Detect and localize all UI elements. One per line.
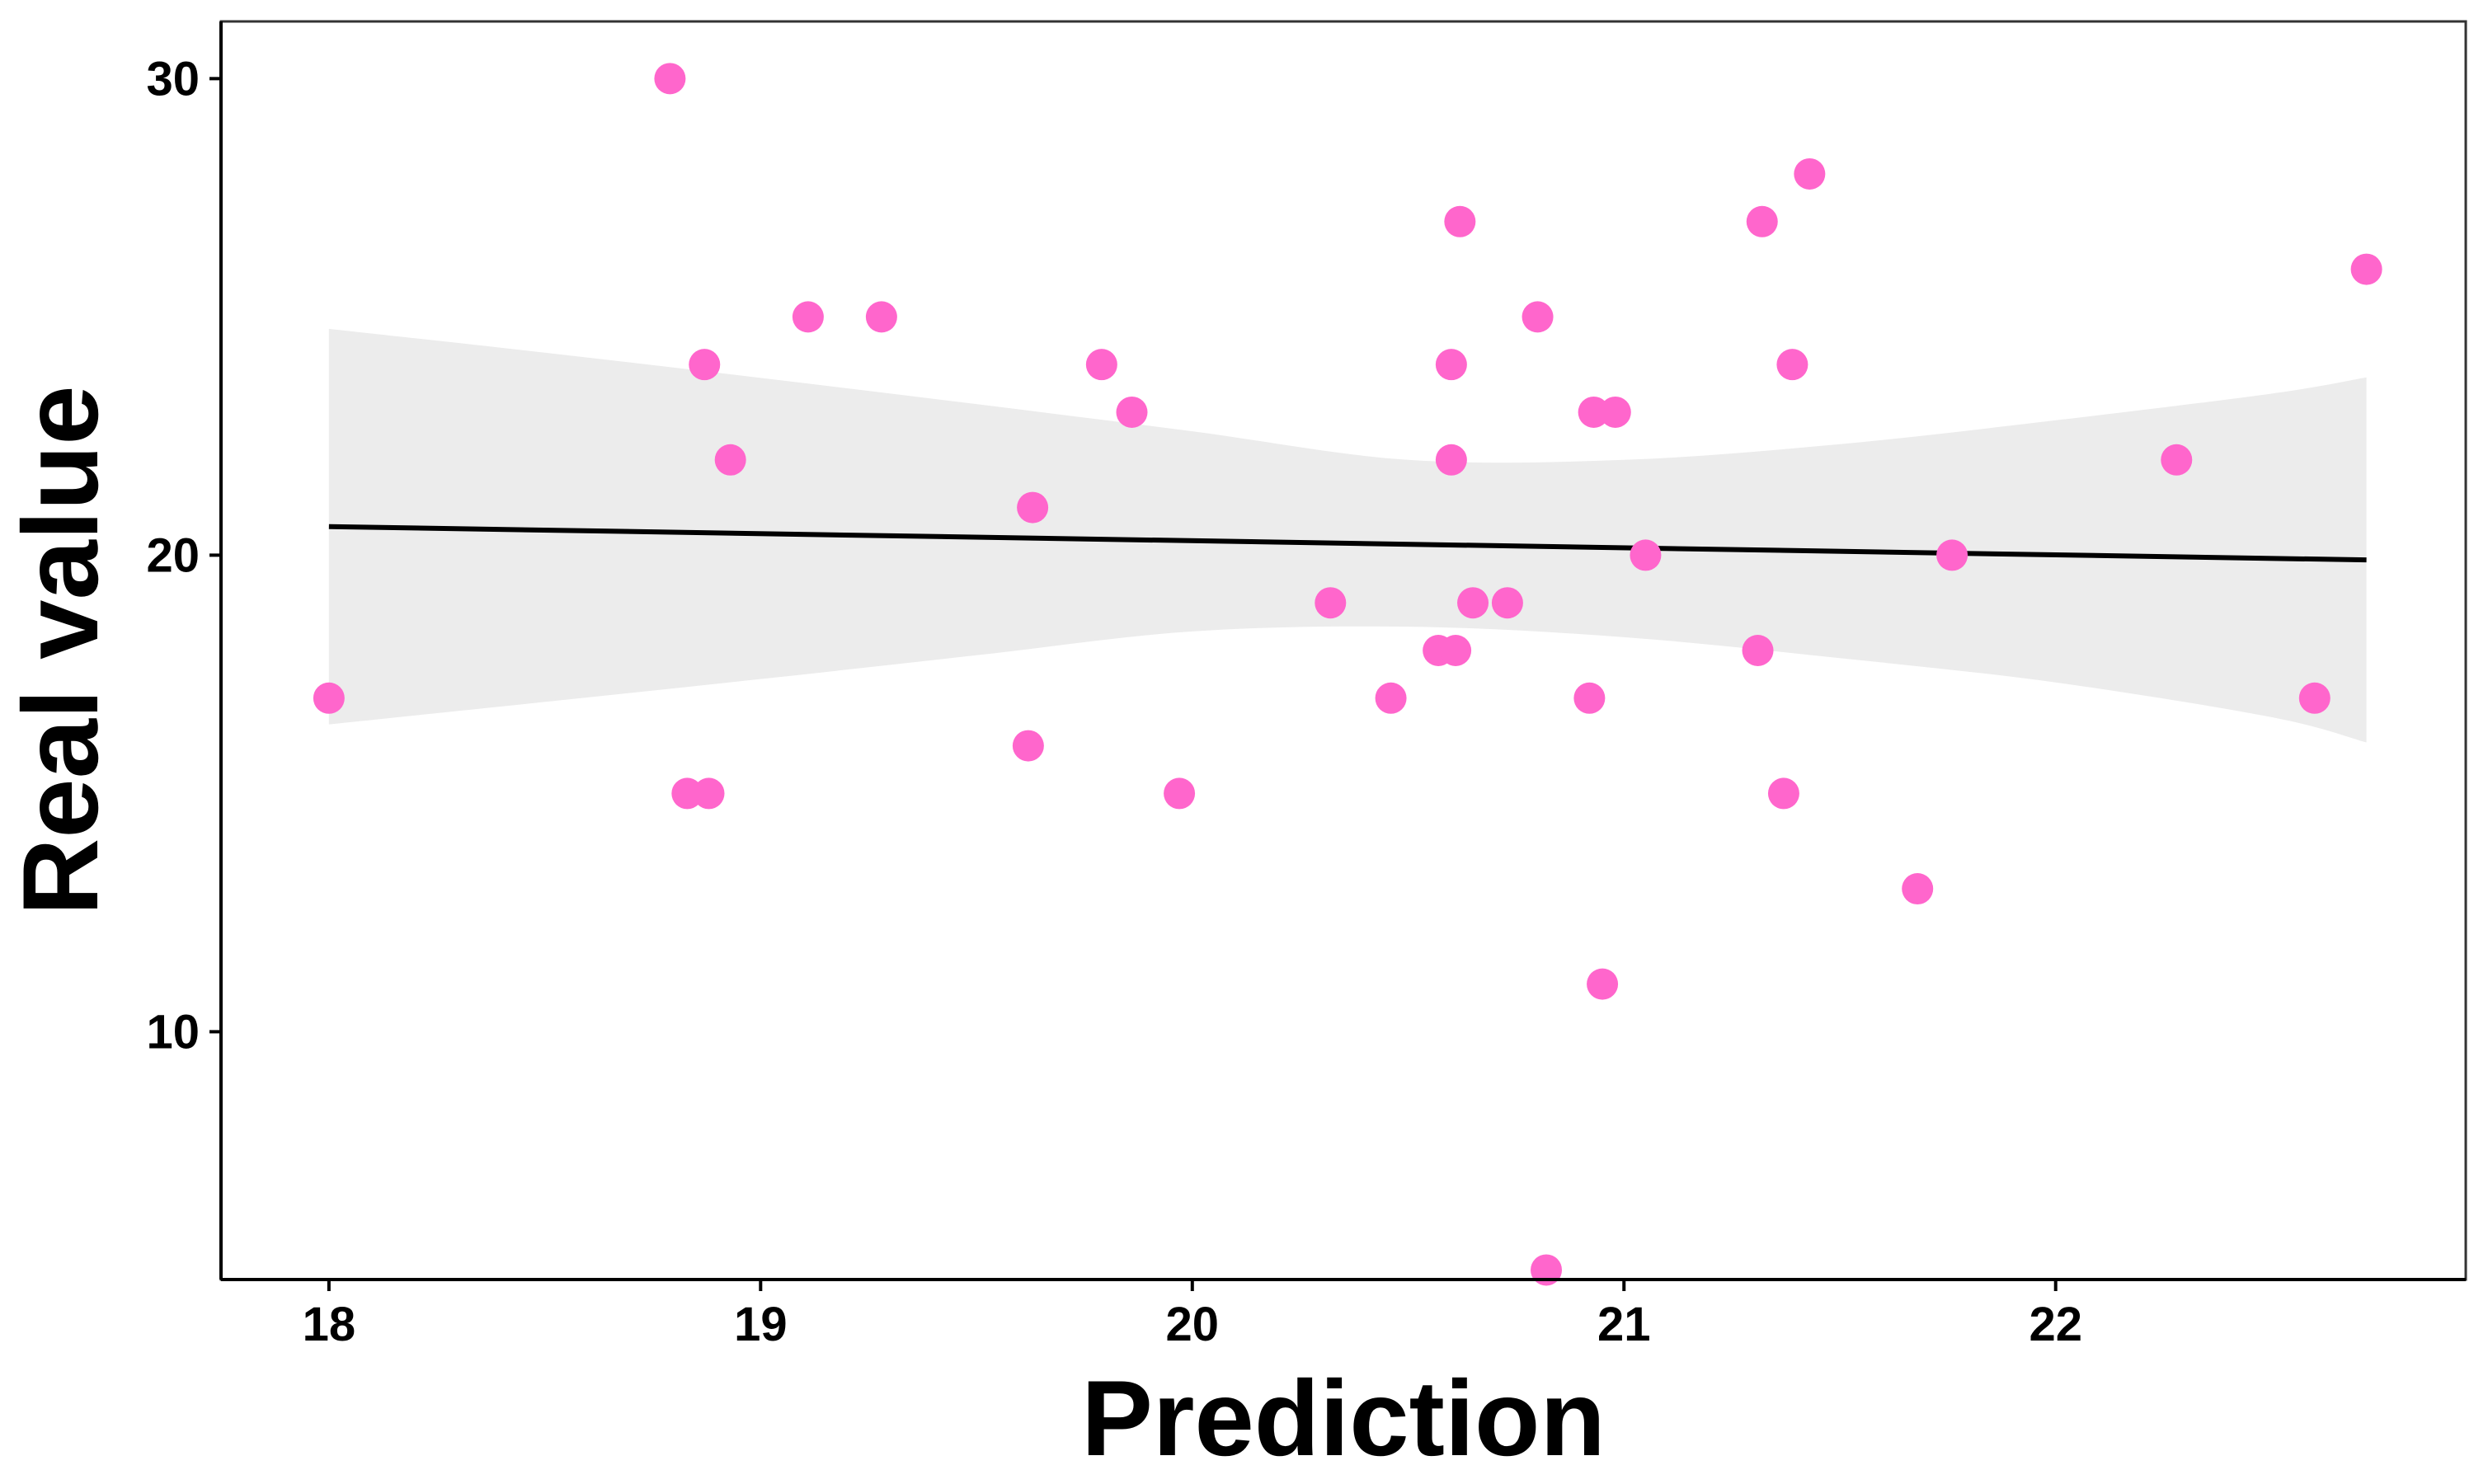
y-tick-label: 10 bbox=[146, 1005, 200, 1059]
regression-line bbox=[328, 524, 2367, 563]
data-point bbox=[865, 301, 897, 333]
x-axis-title: Prediction bbox=[1081, 1358, 1606, 1478]
x-tick-label: 20 bbox=[1166, 1298, 1220, 1351]
data-point bbox=[714, 444, 746, 476]
data-point bbox=[1742, 635, 1774, 666]
data-point bbox=[689, 349, 721, 381]
data-point bbox=[1440, 635, 1472, 666]
data-point bbox=[654, 63, 686, 95]
data-point bbox=[1017, 491, 1049, 524]
x-tick-label: 22 bbox=[2029, 1298, 2082, 1351]
data-point bbox=[1164, 777, 1196, 810]
confidence-band-layer bbox=[328, 328, 2367, 743]
y-tick-label: 30 bbox=[146, 52, 200, 106]
fit-line-layer bbox=[328, 524, 2367, 563]
data-point bbox=[1630, 539, 1662, 571]
data-point bbox=[1435, 444, 1467, 476]
data-point bbox=[1767, 777, 1799, 810]
data-point bbox=[1776, 349, 1808, 381]
data-point bbox=[1522, 301, 1554, 333]
data-point bbox=[1116, 396, 1148, 428]
data-point bbox=[792, 301, 824, 333]
data-point bbox=[1578, 396, 1610, 428]
data-point bbox=[1902, 873, 1934, 905]
data-point bbox=[2298, 682, 2331, 714]
data-point bbox=[1531, 1254, 1563, 1286]
data-point bbox=[1375, 682, 1407, 714]
data-point bbox=[1794, 157, 1826, 190]
data-point bbox=[1435, 349, 1467, 381]
data-point bbox=[671, 777, 703, 810]
x-axis: 18 19 20 21 22 bbox=[221, 1278, 2466, 1351]
data-point bbox=[1085, 349, 1117, 381]
confidence-band bbox=[328, 328, 2367, 743]
x-tick-label: 19 bbox=[734, 1298, 788, 1351]
data-point bbox=[313, 682, 345, 714]
x-tick-label: 21 bbox=[1597, 1298, 1651, 1351]
y-axis: 10 20 30 bbox=[146, 21, 223, 1280]
x-tick-label: 18 bbox=[303, 1298, 356, 1351]
data-point bbox=[1599, 396, 1631, 428]
data-point bbox=[1444, 205, 1476, 237]
data-point bbox=[1012, 730, 1044, 762]
data-points-layer bbox=[313, 63, 2382, 1286]
data-point bbox=[2161, 444, 2193, 476]
data-point bbox=[1457, 587, 1489, 619]
data-point bbox=[1315, 587, 1347, 619]
data-point bbox=[1587, 968, 1619, 1000]
data-point bbox=[1573, 682, 1606, 714]
data-point bbox=[1746, 205, 1778, 237]
y-axis-title: Real value bbox=[0, 385, 120, 915]
data-point bbox=[1491, 587, 1523, 619]
data-point bbox=[2350, 253, 2382, 285]
y-tick-label: 20 bbox=[146, 528, 200, 582]
data-point bbox=[693, 777, 725, 810]
data-point bbox=[1936, 539, 1968, 571]
